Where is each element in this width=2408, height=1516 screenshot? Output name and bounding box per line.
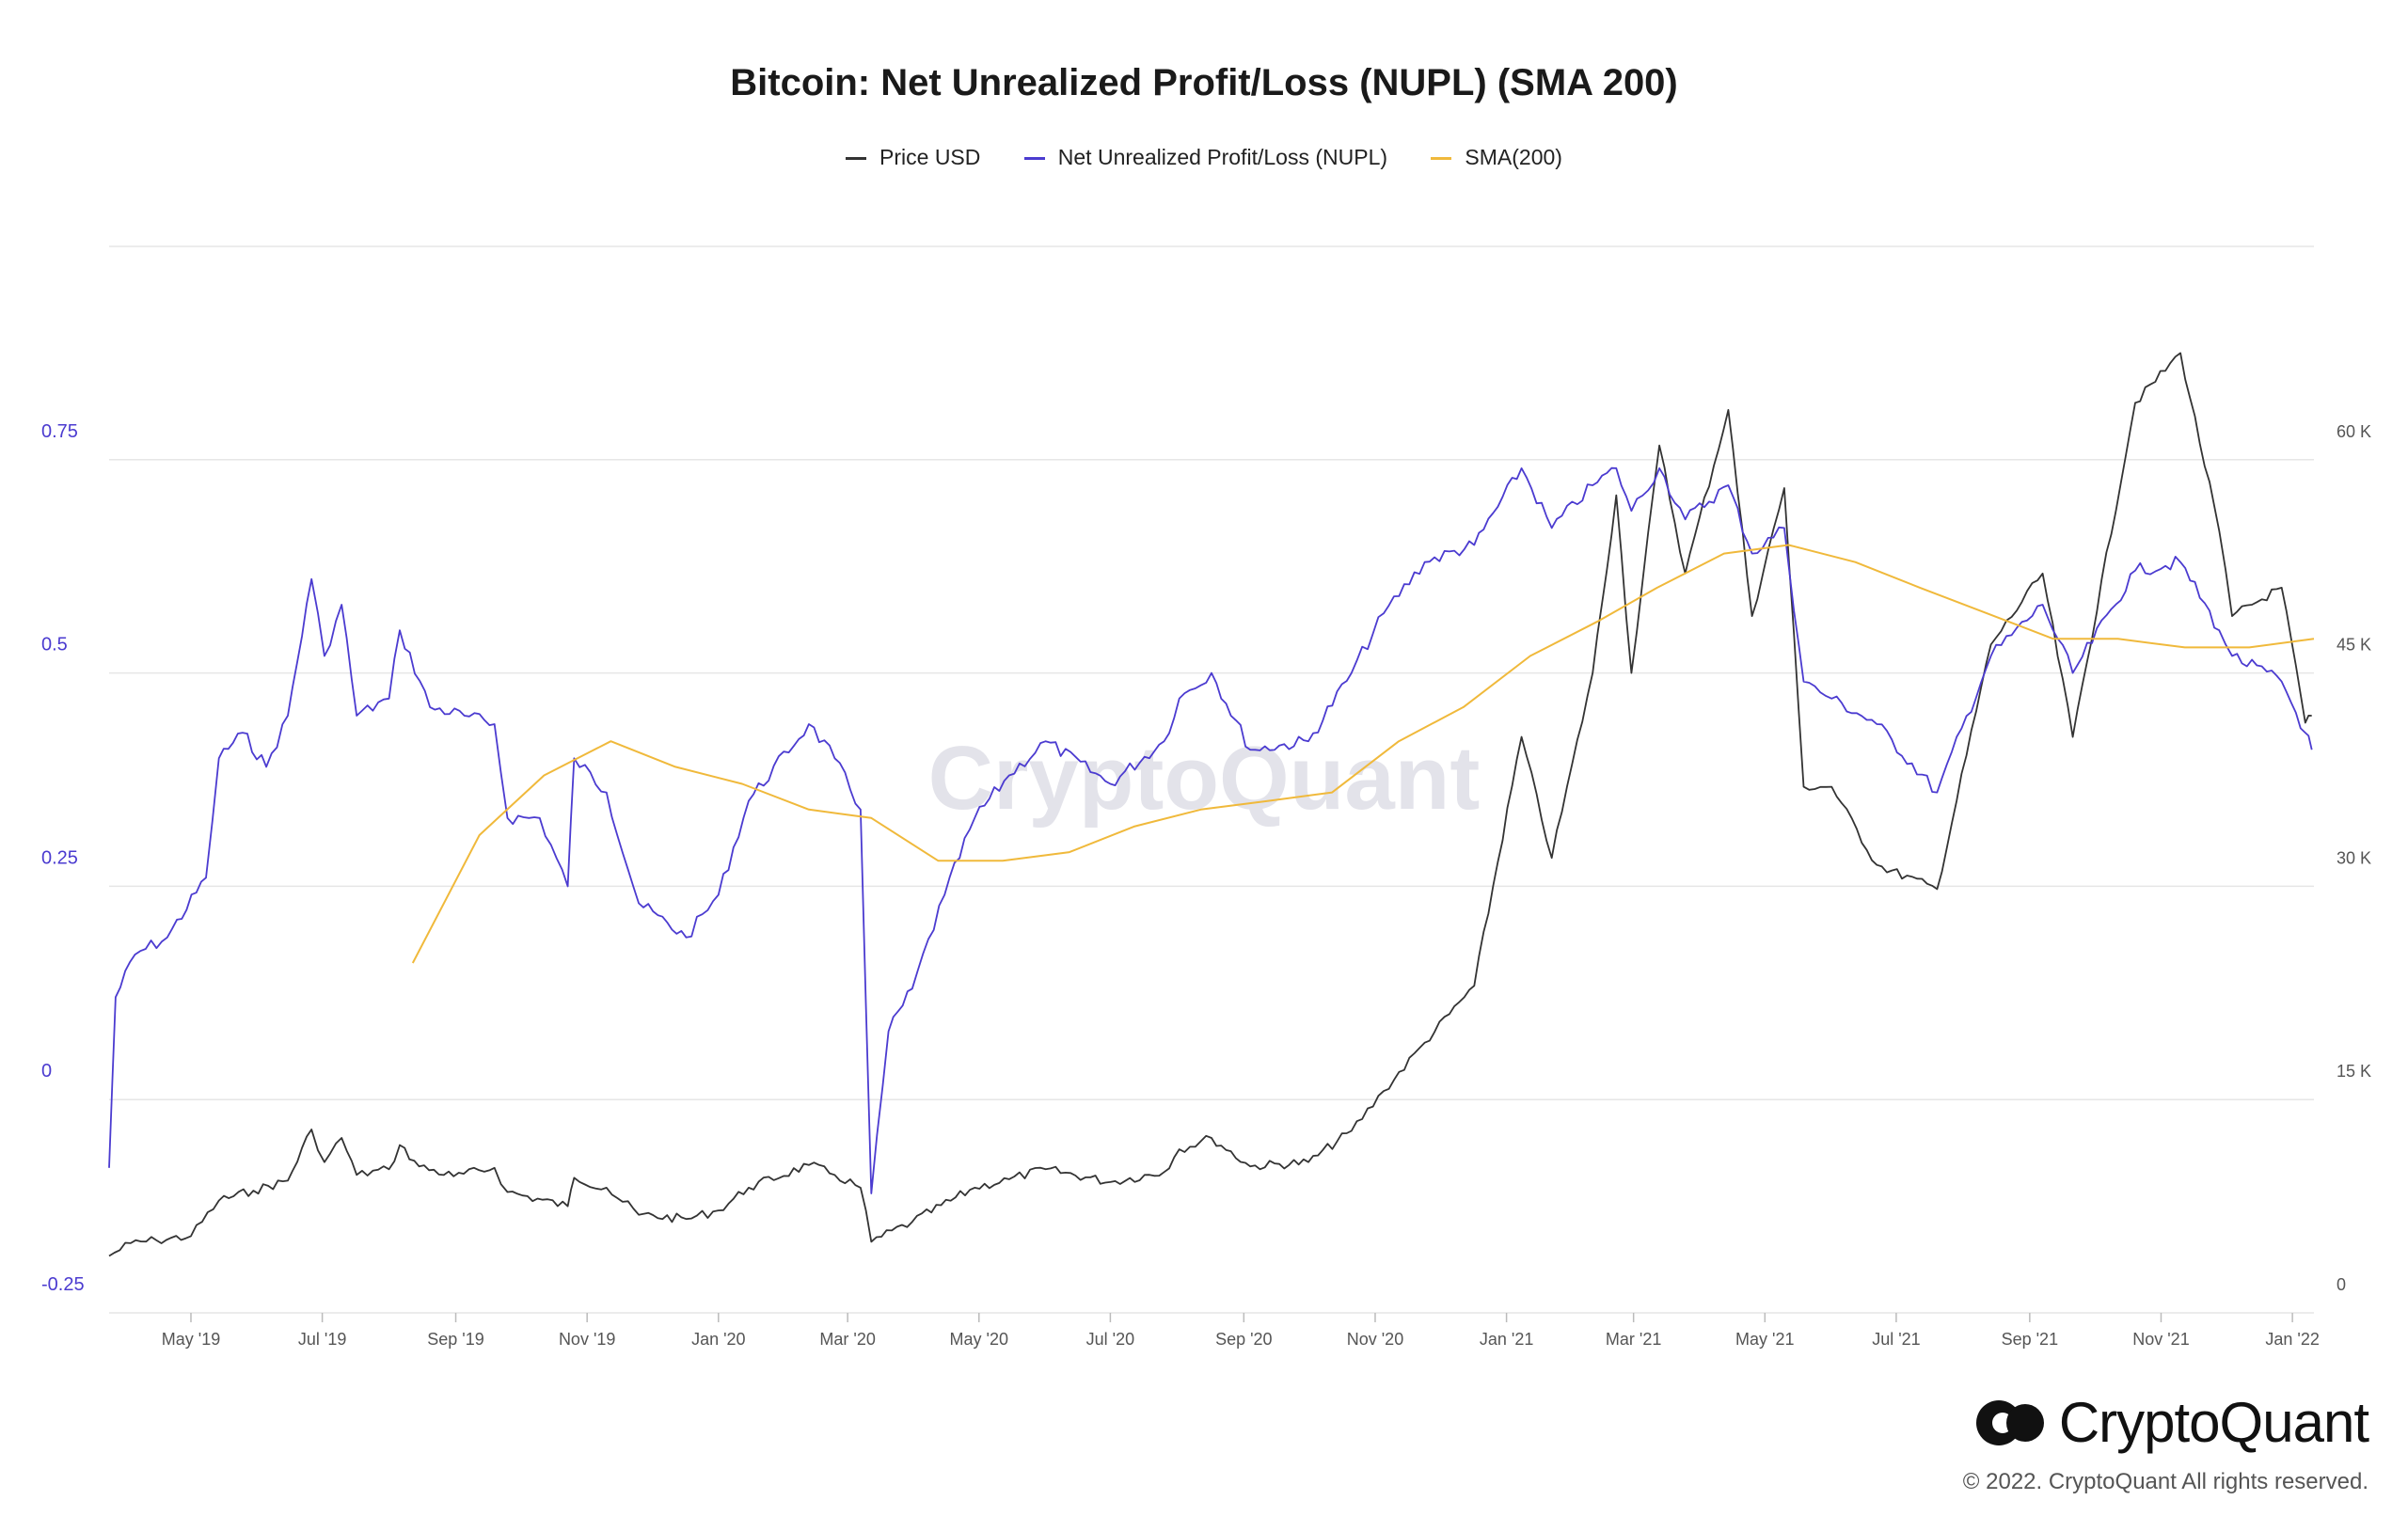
x-tick-label: Mar '20 (819, 1330, 875, 1349)
legend-label-price: Price USD (879, 145, 981, 169)
chart-title: Bitcoin: Net Unrealized Profit/Loss (NUP… (730, 62, 1678, 103)
right-axis: 60 K 45 K 30 K 15 K 0 (2337, 422, 2371, 1294)
watermark-text: CryptoQuant (928, 728, 1481, 829)
x-tick-label: May '21 (1735, 1330, 1794, 1349)
x-tick-label: Mar '21 (1606, 1330, 1661, 1349)
left-tick-label: 0.75 (41, 421, 78, 442)
left-tick-label: -0.25 (41, 1274, 85, 1295)
left-tick-label: 0.25 (41, 847, 78, 868)
series-layer (108, 352, 2315, 1257)
x-tick-label: Jul '19 (298, 1330, 346, 1349)
left-axis: 0.75 0.5 0.25 0 -0.25 (41, 421, 85, 1295)
legend-swatch-price (846, 157, 867, 161)
brand-name: CryptoQuant (2058, 1391, 2369, 1454)
right-tick-label: 60 K (2337, 422, 2371, 441)
cryptoquant-logo-icon (1975, 1399, 2044, 1445)
series-price-usd-line[interactable] (108, 352, 2312, 1257)
x-tick-label: Sep '21 (2002, 1330, 2059, 1349)
x-tick-label: Jan '21 (1480, 1330, 1533, 1349)
legend-swatch-sma (1431, 157, 1452, 161)
series-nupl-line[interactable] (108, 466, 2313, 1194)
left-tick-label: 0 (41, 1061, 52, 1082)
series-sma200-line[interactable] (411, 544, 2315, 964)
x-tick-label: Jan '20 (691, 1330, 745, 1349)
legend-item-price[interactable]: Price USD (846, 145, 980, 170)
x-tick-label: Jan '22 (2265, 1330, 2319, 1349)
x-tick-label: Sep '19 (427, 1330, 484, 1349)
x-tick-label: Jul '21 (1872, 1330, 1920, 1349)
x-tick-label: Sep '20 (1215, 1330, 1273, 1349)
x-tick-label: May '20 (950, 1330, 1008, 1349)
legend-label-sma: SMA(200) (1465, 145, 1562, 169)
right-tick-label: 15 K (2337, 1062, 2371, 1081)
right-tick-label: 30 K (2337, 848, 2371, 867)
x-tick-label: Nov '21 (2132, 1330, 2189, 1349)
chart-legend: Price USD Net Unrealized Profit/Loss (NU… (0, 145, 2408, 170)
brand-logo: CryptoQuant (1974, 1390, 2369, 1455)
right-tick-label: 0 (2337, 1275, 2346, 1294)
x-tick-label: Nov '20 (1347, 1330, 1403, 1349)
legend-item-sma[interactable]: SMA(200) (1431, 145, 1562, 170)
right-tick-label: 45 K (2337, 636, 2371, 655)
copyright-text: © 2022. CryptoQuant All rights reserved. (1962, 1469, 2368, 1494)
legend-swatch-nupl (1023, 157, 1045, 161)
legend-label-nupl: Net Unrealized Profit/Loss (NUPL) (1057, 145, 1388, 169)
x-axis: May '19 Jul '19 Sep '19 Nov '19 Jan '20 Mar '… (162, 1313, 2320, 1349)
x-tick-label: May '19 (162, 1330, 220, 1349)
legend-item-nupl[interactable]: Net Unrealized Profit/Loss (NUPL) (1023, 145, 1388, 170)
x-tick-label: Nov '19 (559, 1330, 615, 1349)
left-tick-label: 0.5 (41, 635, 68, 655)
x-tick-label: Jul '20 (1086, 1330, 1134, 1349)
